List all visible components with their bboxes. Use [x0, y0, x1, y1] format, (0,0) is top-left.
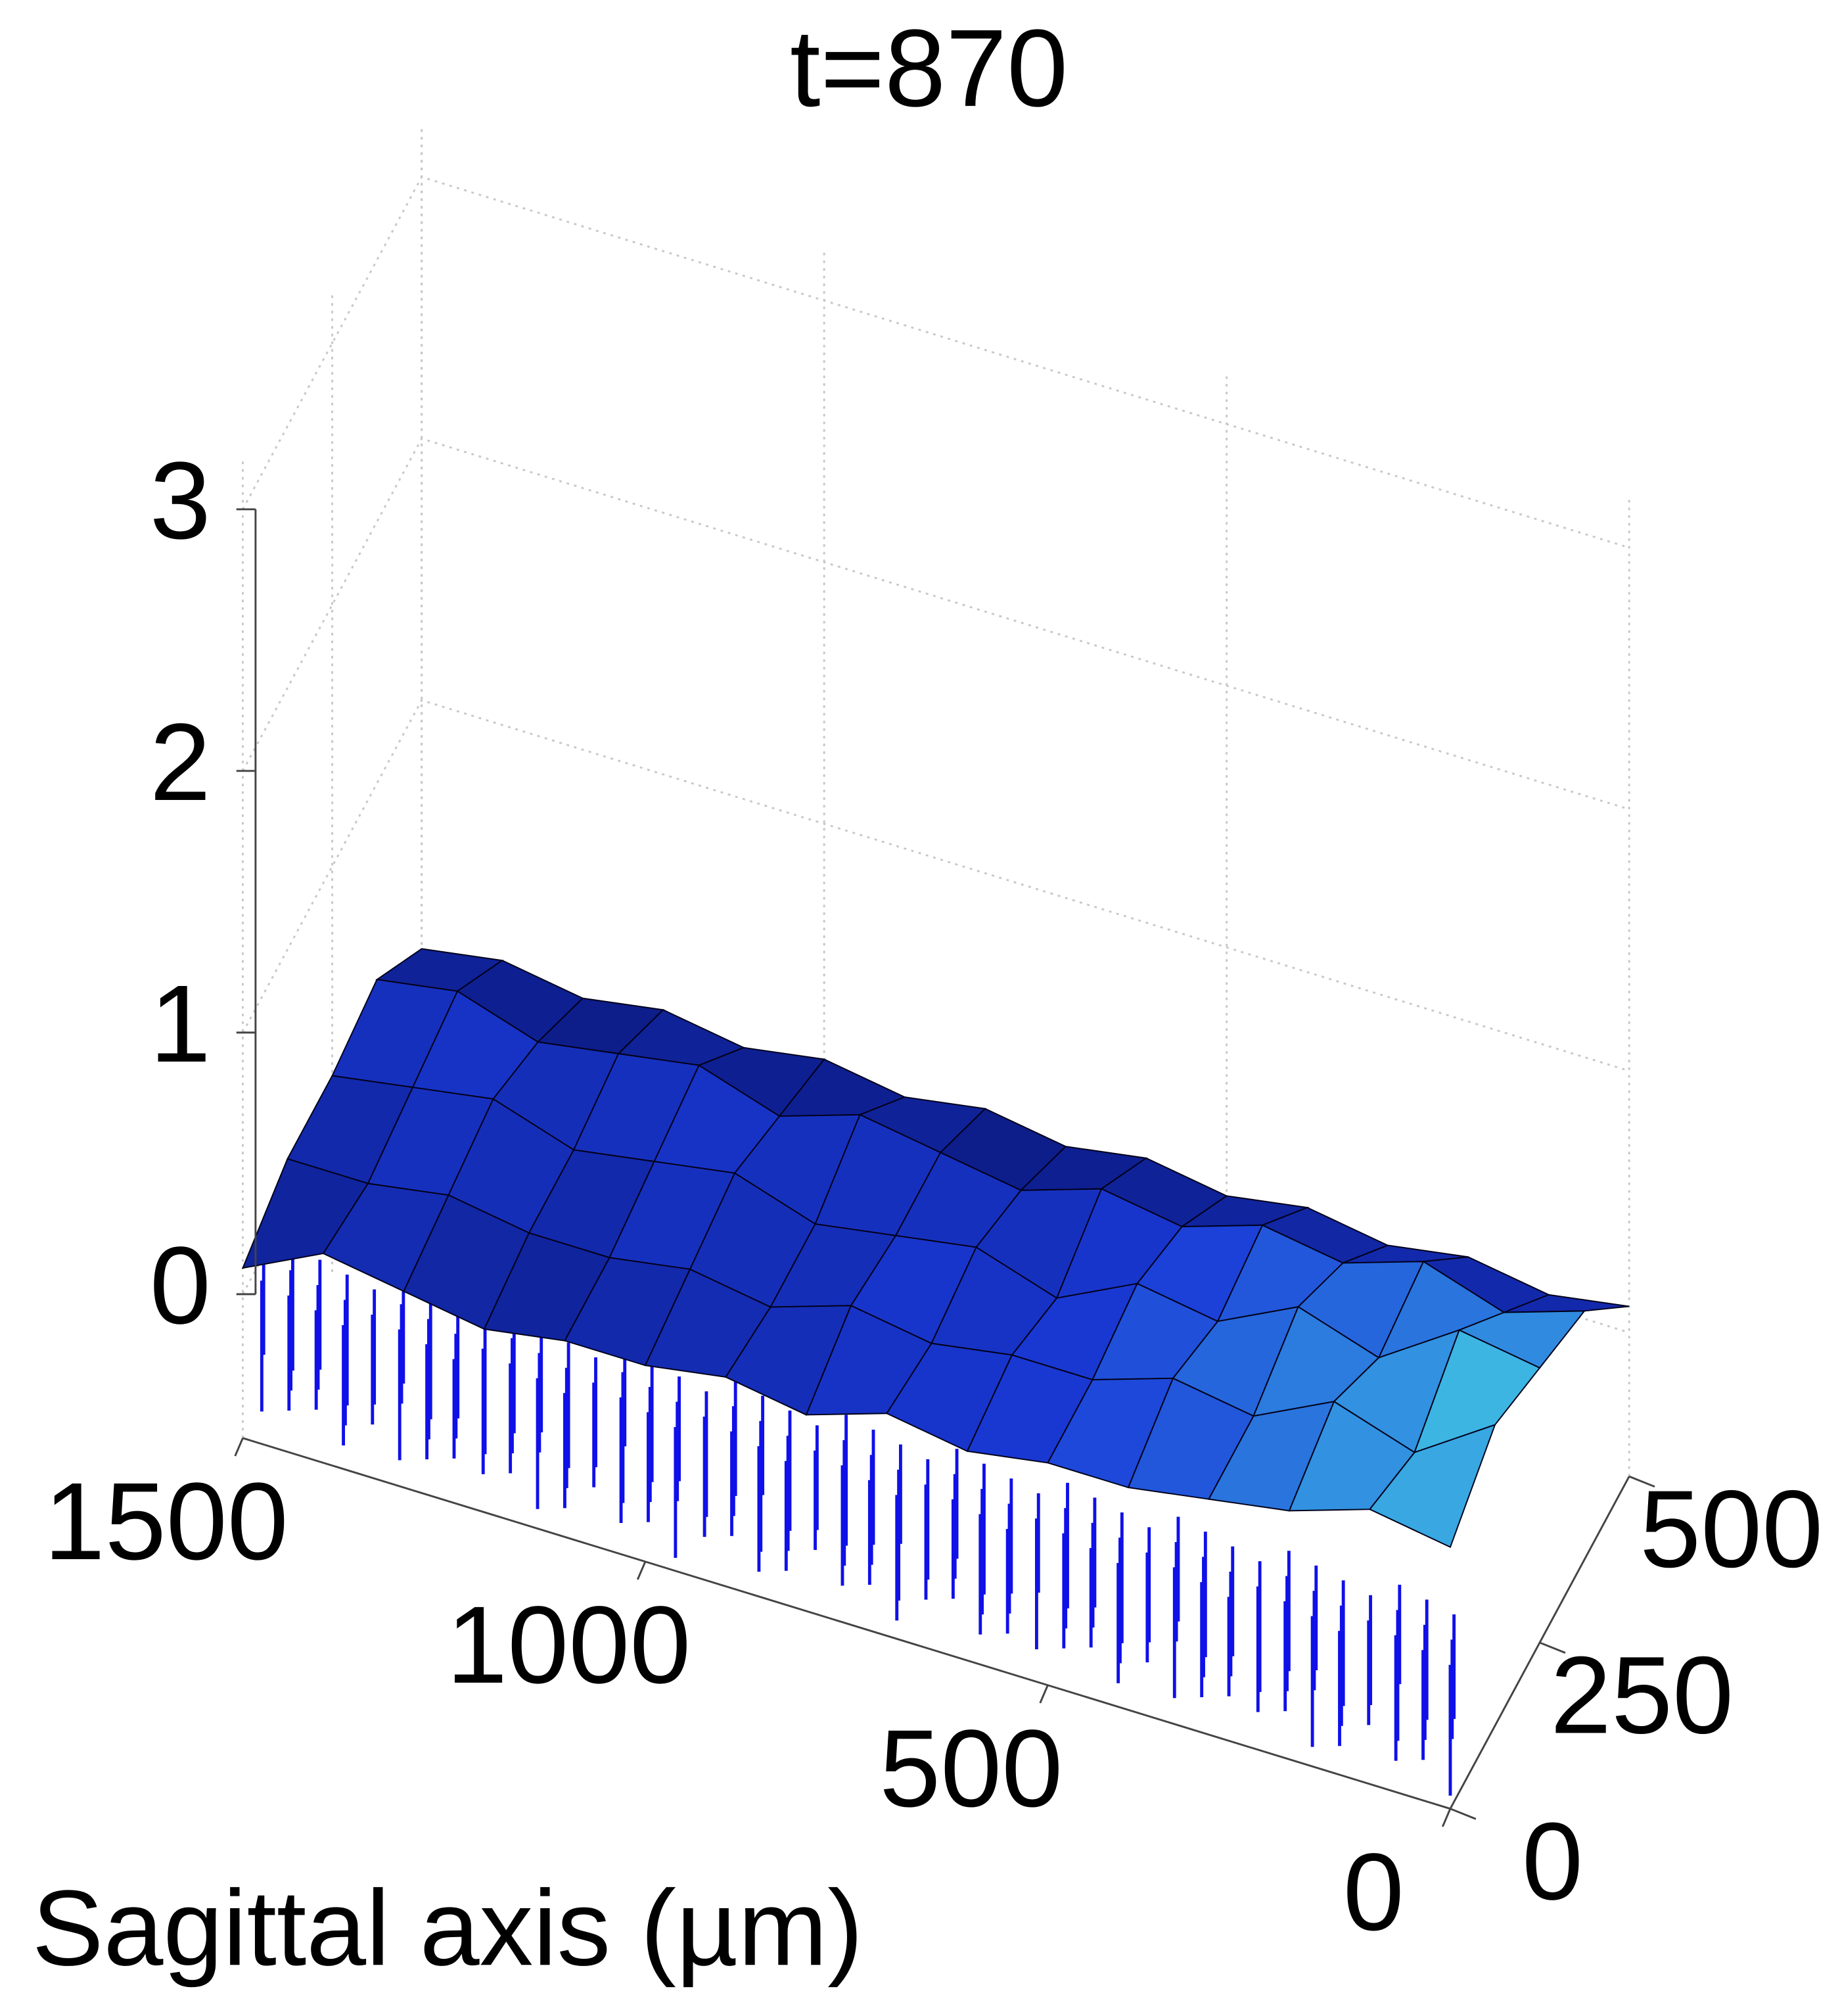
grid-line — [242, 699, 1630, 1072]
y-tick-label: 0 — [1522, 1800, 1583, 1923]
x-tick — [1039, 1685, 1049, 1704]
z-tick-label: 1 — [150, 963, 211, 1085]
x-axis — [242, 1437, 1451, 1810]
y-tick-label: 250 — [1550, 1634, 1734, 1756]
x-tick-label: 1000 — [446, 1584, 691, 1706]
x-axis-label: Sagittal axis (µm) — [32, 1867, 863, 1988]
z-tick-label: 2 — [150, 701, 211, 824]
y-tick — [1628, 1475, 1655, 1488]
z-tick-label: 0 — [150, 1225, 211, 1347]
surface-cell — [1368, 1423, 1496, 1548]
z-tick-label: 3 — [150, 440, 211, 562]
grid-line — [242, 437, 1630, 810]
y-tick-label: 500 — [1640, 1468, 1823, 1591]
x-tick-label: 0 — [1343, 1831, 1404, 1954]
x-tick — [1441, 1808, 1452, 1827]
y-tick — [1539, 1641, 1566, 1654]
x-tick — [234, 1438, 244, 1457]
y-tick — [1450, 1808, 1477, 1820]
chart-title: t=870 — [790, 7, 1068, 129]
x-tick-label: 500 — [879, 1708, 1063, 1830]
x-tick — [636, 1561, 647, 1580]
grid-line — [242, 176, 1630, 549]
x-tick-label: 1500 — [44, 1461, 288, 1583]
